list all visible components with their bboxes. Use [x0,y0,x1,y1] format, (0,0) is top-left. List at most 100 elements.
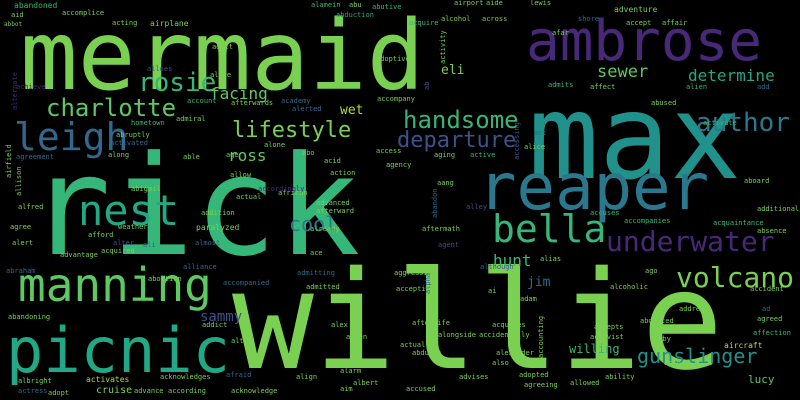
word-absence: absence [757,227,787,235]
word-abutive: abutive [372,3,402,11]
word-african: african [278,189,308,197]
word-allow: allow [230,171,252,179]
word-author: author [696,108,790,138]
word-alcoholic: alcoholic [610,283,648,291]
word-actor: actor [664,359,686,367]
word-admiral: admiral [176,115,206,123]
word-albert: albert [353,379,379,387]
word-alley: alley [466,203,488,211]
word-ambrose: ambrose [526,9,763,74]
word-agreeing: agreeing [524,381,558,389]
word-allen: allen [346,333,368,341]
word-agree: agree [10,223,32,231]
word-adopt: adopt [48,389,70,397]
word-gunslinger: gunslinger [637,344,758,368]
word-affection: affection [753,329,791,337]
word-abduction: abduction [336,11,374,19]
word-addition: addition [201,209,235,217]
word-lewis: lewis [530,0,552,7]
word-address: address [679,305,709,313]
word-abortion: abortion [148,275,182,283]
word-accepting: accepting [396,285,434,293]
word-ross: ross [228,146,267,165]
word-acid: acid [324,157,341,165]
word-age: age [226,151,239,159]
word-accounting: accounting [537,315,545,358]
word-active: active [470,151,496,159]
word-facing: facing [210,84,268,103]
word-alpha: alpha [424,272,432,294]
word-abruptly: abruptly [116,131,150,139]
word-bella: bella [492,207,607,251]
word-acquired: acquired [101,247,135,255]
word-access: access [376,147,402,155]
word-alive: alive [210,71,232,79]
word-acquire: acquire [409,19,439,27]
word-alert: alert [12,239,34,247]
word-alcohol: alcohol [441,15,471,23]
word-achieve: achieve [16,83,46,91]
word-acquires: acquires [492,321,526,329]
word-hunt: hunt [493,251,532,270]
word-afford: afford [88,231,114,239]
word-max: max [528,68,742,206]
word-along: along [108,151,130,159]
word-airplane: airplane [150,19,189,28]
word-add: add [757,83,770,91]
word-activated: activated [110,139,148,147]
word-abandoned: abandoned [14,1,58,10]
word-admitted: admitted [306,283,340,291]
word-accompanies: accompanies [624,217,671,225]
word-aide: aide [486,0,503,7]
word-ace: ace [310,249,323,257]
word-abu: abu [349,1,362,9]
word-abo: abo [302,149,315,157]
word-accident: accident [750,285,784,293]
word-acting: acting [112,19,138,27]
word-alongside: alongside [438,331,476,339]
word-academy: academy [281,97,311,105]
word-eli: eli [441,63,465,78]
word-alerted: alerted [292,105,322,113]
word-rick: rick [28,126,361,287]
word-ali: ali [143,241,156,249]
word-acknowledges: acknowledges [160,373,211,381]
word-hometown: hometown [131,119,165,127]
word-alternate: alternate [11,72,19,110]
word-advanced: advanced [316,199,350,207]
word-accordingly: accordingly [258,185,305,193]
word-action: action [330,169,356,177]
word-abused: abused [651,99,677,107]
word-allowed: allowed [570,379,600,387]
word-aang: aang [437,179,454,187]
word-accomplice: accomplice [62,9,105,17]
word-abigail: abigail [131,185,161,193]
word-able: able [183,153,200,161]
word-alias: alias [540,255,562,263]
word-ad: ad [762,305,771,313]
word-accept: accept [626,19,652,27]
word-actually: actually [400,341,434,349]
word-accompanied: accompanied [223,279,270,287]
word-wet: wet [340,103,364,118]
word-adam: adam [520,295,537,303]
word-abbot: abbot [4,21,23,28]
word-shore: shore [578,15,600,23]
word-lucy: lucy [748,373,775,386]
word-aid: aid [11,11,24,19]
word-admitting: admitting [297,269,335,277]
word-align: align [296,373,318,381]
word-already: already [310,225,340,233]
word-abandon: abandon [431,188,439,218]
word-act: act [534,129,547,137]
word-advantage: advantage [60,251,98,259]
word-acknowledge: acknowledge [231,387,278,395]
word-advance: advance [134,387,164,395]
word-adopted: adopted [519,371,549,379]
word-willie: willie [232,243,724,400]
word-alloes: alloes [147,65,173,73]
word-account: account [187,97,217,105]
word-handsome: handsome [403,106,519,134]
word-aging: aging [434,151,456,159]
word-volcano: volcano [676,261,795,294]
